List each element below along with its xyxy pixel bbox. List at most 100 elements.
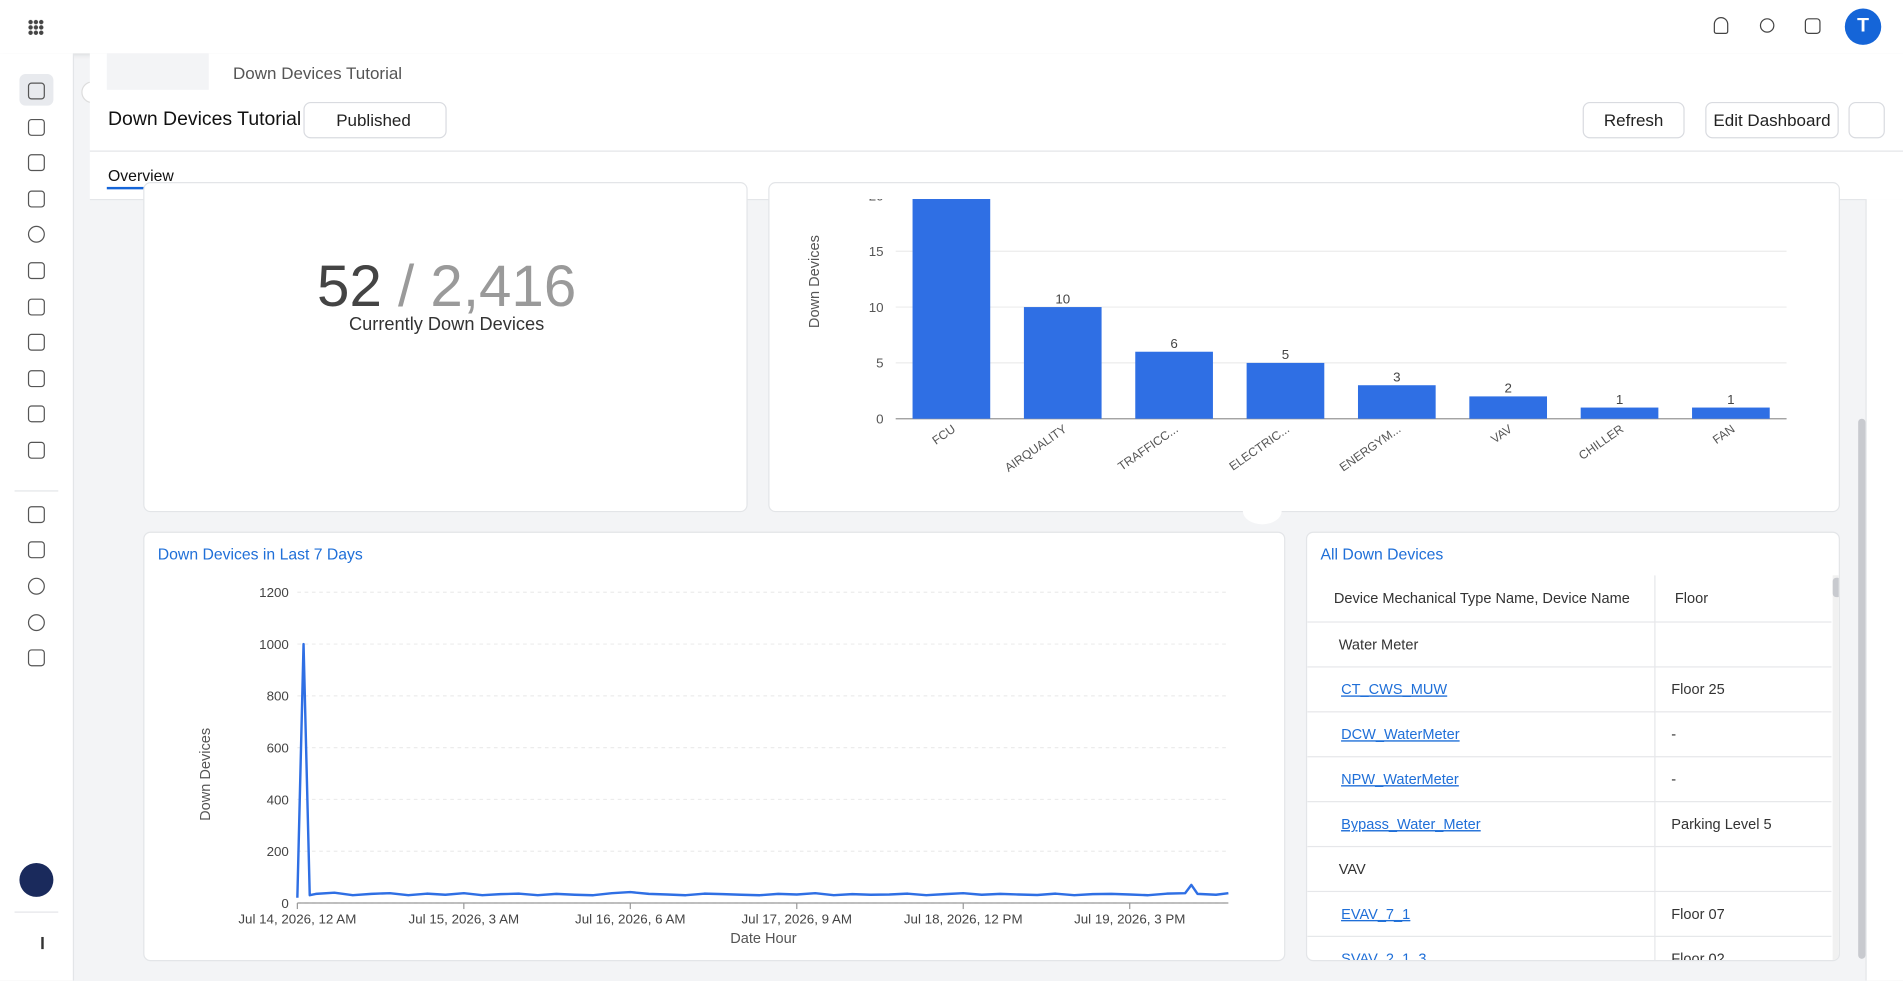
line-chart: Down Devices in Last 7 Days 0 200 400 600 800… <box>158 547 1229 947</box>
table-scrollbar[interactable] <box>1832 575 1839 961</box>
bar <box>1692 407 1770 419</box>
nav-icon[interactable] <box>27 370 45 388</box>
divider <box>14 911 59 913</box>
chart-title: Down Devices in Last 7 Days <box>158 547 363 564</box>
column-header: Floor <box>1655 575 1832 623</box>
expand-icon[interactable] <box>29 936 44 950</box>
x-tick-label: Jul 15, 2026, 3 AM <box>409 912 520 927</box>
nav-icon[interactable] <box>27 118 45 136</box>
device-link[interactable]: NPW_WaterMeter <box>1307 757 1656 803</box>
nav-icon[interactable] <box>27 225 45 243</box>
y-tick-label: 0 <box>876 412 883 427</box>
floor-cell: - <box>1655 712 1832 758</box>
divider <box>89 150 1903 152</box>
kpi-panel: 52 / 2,416 Currently Down Devices <box>143 182 748 513</box>
table: Device Mechanical Type Name, Device Name… <box>1307 575 1832 962</box>
more-button[interactable] <box>1848 101 1885 139</box>
floor-cell: Floor 07 <box>1655 892 1832 937</box>
group-row-text: Water Meter <box>1338 635 1419 653</box>
floor-cell-text: Floor 07 <box>1671 905 1725 923</box>
dashboard-title: Down Devices Tutorial <box>108 109 302 130</box>
bar <box>1135 351 1213 419</box>
y-tick-label: 20 <box>869 199 884 203</box>
device-link-text[interactable]: NPW_WaterMeter <box>1341 770 1459 788</box>
status-text: Published <box>336 110 411 130</box>
data-label: 2 <box>1504 381 1511 396</box>
edit-text: Edit Dashboard <box>1713 110 1831 130</box>
table-scroll-thumb[interactable] <box>1832 577 1839 598</box>
device-link-text[interactable]: SVAV_2_1_3 <box>1341 950 1427 962</box>
x-tick-label: Jul 14, 2026, 12 AM <box>238 912 356 927</box>
device-link-text[interactable]: CT_CWS_MUW <box>1341 680 1448 698</box>
nav-icon[interactable] <box>27 154 45 172</box>
x-tick-label: Jul 16, 2026, 6 AM <box>575 912 686 927</box>
bar <box>1580 407 1659 419</box>
divider <box>14 490 59 492</box>
panel-menu[interactable] <box>1242 497 1282 525</box>
breadcrumb-root[interactable] <box>106 53 209 90</box>
nav-icon[interactable] <box>27 441 45 459</box>
right-rail <box>1865 199 1903 981</box>
notifications-icon[interactable] <box>1713 16 1729 34</box>
bar <box>1469 396 1548 419</box>
x-tick-label: FCU <box>930 422 958 448</box>
bar <box>1023 307 1102 419</box>
tab[interactable]: Overview <box>108 166 174 185</box>
apps-icon[interactable] <box>27 19 44 36</box>
data-label: 3 <box>1393 370 1400 385</box>
help-icon[interactable] <box>1804 18 1821 34</box>
x-tick-label: ENERGYM... <box>1337 422 1404 474</box>
avatar[interactable]: T <box>1844 8 1882 45</box>
column-header: Device Mechanical Type Name, Device Name <box>1307 575 1656 623</box>
status-dropdown[interactable]: Published <box>303 101 447 139</box>
y-tick-label: 1000 <box>259 637 289 652</box>
bar <box>912 199 991 419</box>
nav-active[interactable] <box>19 74 54 106</box>
device-link[interactable]: SVAV_2_1_3 <box>1307 936 1656 962</box>
nav-icon[interactable] <box>27 649 45 667</box>
refresh-text: Refresh <box>1603 110 1664 130</box>
y-tick-label: 600 <box>267 740 289 755</box>
x-tick-label: ELECTRIC... <box>1227 422 1292 474</box>
refresh-button[interactable]: Refresh <box>1582 101 1685 139</box>
nav-icon[interactable] <box>27 82 45 100</box>
y-axis-label: Down Devices <box>198 728 214 821</box>
nav-icon[interactable] <box>27 405 45 423</box>
edit-button[interactable]: Edit Dashboard <box>1705 101 1839 139</box>
device-link-text[interactable]: Bypass_Water_Meter <box>1341 815 1481 833</box>
floor-cell-text: Floor 25 <box>1671 680 1725 698</box>
group-row-empty <box>1655 623 1832 668</box>
device-link[interactable]: EVAV_7_1 <box>1307 892 1656 937</box>
nav-icon[interactable] <box>27 506 45 524</box>
x-tick-label: Jul 18, 2026, 12 PM <box>904 912 1023 927</box>
nav-icon[interactable] <box>27 298 45 316</box>
group-row-empty <box>1655 847 1832 893</box>
scrollbar[interactable] <box>1858 418 1866 959</box>
nav-icon[interactable] <box>27 262 45 280</box>
device-link[interactable]: CT_CWS_MUW <box>1307 667 1656 713</box>
y-tick-label: 10 <box>869 300 884 315</box>
bar-chart: 05101520Down Devices24FCU10AIRQUALITY6TR… <box>807 199 1787 475</box>
device-link[interactable]: Bypass_Water_Meter <box>1307 802 1656 848</box>
column-header-text: Floor <box>1674 589 1709 607</box>
nav-icon[interactable] <box>27 541 45 559</box>
device-link[interactable]: DCW_WaterMeter <box>1307 712 1656 758</box>
x-tick-label: TRAFFICC... <box>1115 422 1180 474</box>
device-link-text[interactable]: DCW_WaterMeter <box>1341 725 1460 743</box>
nav-icon[interactable] <box>27 333 45 351</box>
search-icon[interactable] <box>1759 18 1775 33</box>
data-label: 6 <box>1170 336 1177 351</box>
nav-icon[interactable] <box>27 577 45 595</box>
x-tick-label: AIRQUALITY <box>1002 422 1069 475</box>
logo <box>19 862 54 897</box>
dashboard-header: Down Devices Tutorial Down Devices Tutor… <box>89 53 1903 201</box>
floor-cell: Parking Level 5 <box>1655 802 1832 848</box>
column-header-text: Device Mechanical Type Name, Device Name <box>1333 589 1630 607</box>
nav-icon[interactable] <box>27 190 45 208</box>
device-link-text[interactable]: EVAV_7_1 <box>1341 905 1411 923</box>
nav-icon[interactable] <box>27 614 45 632</box>
kpi-total: 2,416 <box>430 254 577 320</box>
breadcrumb[interactable]: Down Devices Tutorial <box>233 63 403 83</box>
